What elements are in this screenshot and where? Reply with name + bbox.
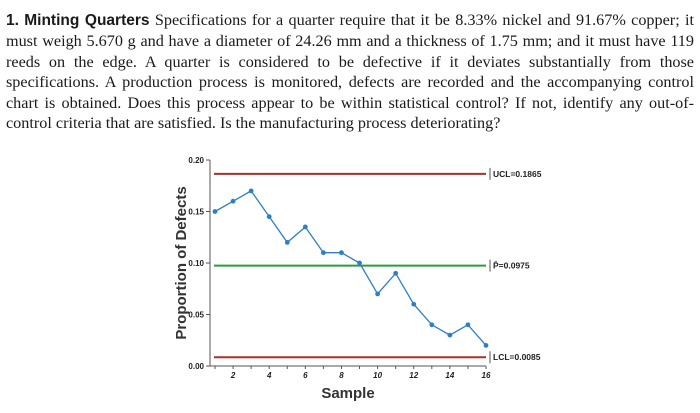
y-axis-title: Proportion of Defects [173,186,190,339]
limit-label-1: P̄=0.0975 [493,261,530,271]
data-point [212,209,218,214]
data-point [357,260,362,266]
data-point [375,291,380,297]
data-point [447,332,453,338]
data-point [429,322,435,328]
data-point [248,188,254,194]
x-tick-label: 2 [230,371,236,380]
limit-label-2: LCL=0.0085 [493,352,541,362]
chart-labels: Sample Proportion of Defects [173,186,375,402]
x-tick-label: 16 [482,371,491,380]
problem-number: 1. [6,12,19,29]
data-point [321,250,326,256]
limit-label-0: UCL=0.1865 [493,169,542,179]
x-axis-title: Sample [321,385,374,402]
x-tick-label: 10 [373,371,382,380]
data-point [393,270,399,276]
x-tick-label: 14 [445,371,454,380]
x-tick-label: 6 [303,371,308,380]
defects-series [212,188,489,348]
data-point [266,214,272,220]
problem-title: Minting Quarters [24,12,150,29]
x-tick-label: 4 [266,371,272,380]
data-point [230,198,236,204]
data-point [411,301,417,307]
y-tick-label: 0.10 [188,259,204,268]
data-point [483,343,489,348]
series-line [214,190,487,346]
problem-text: Specifications for a quarter require tha… [6,11,694,133]
x-tick-label: 12 [409,371,418,380]
data-point [339,250,344,256]
y-tick-label: 0.05 [188,311,204,320]
control-limits: UCL=0.1865 P̄=0.0975 LCL=0.0085 [214,167,542,364]
y-tick-label: 0.00 [188,362,204,371]
data-point [302,224,308,230]
chart-axes: 0.00 0.05 0.10 0.15 0.20 2 4 6 8 10 12 14 16 [188,156,491,380]
problem-statement: 1. Minting Quarters Specifications for a… [6,10,694,133]
data-point [284,240,290,245]
y-tick-label: 0.15 [188,208,204,217]
data-point [465,322,471,328]
y-tick-label: 0.20 [188,156,204,165]
x-tick-label: 8 [339,371,344,380]
